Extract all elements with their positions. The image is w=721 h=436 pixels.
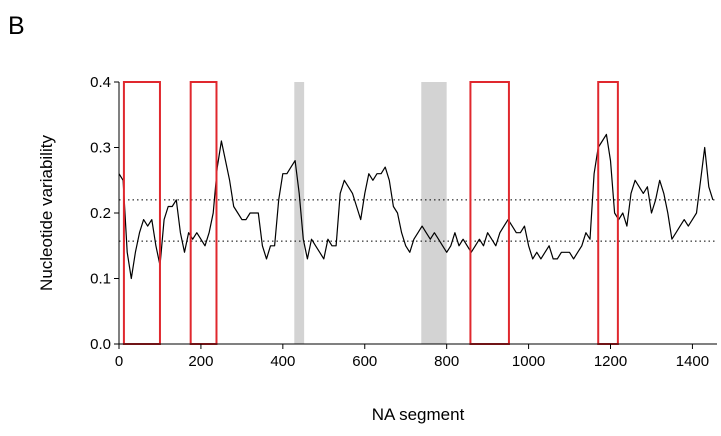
series-lines xyxy=(118,133,714,280)
y-tick-label: 0.2 xyxy=(90,205,111,222)
y-tick-label: 0.4 xyxy=(90,74,111,91)
y-tick-label: 0.1 xyxy=(90,271,111,288)
x-tick-label: 0 xyxy=(115,353,123,370)
x-tick-label: 1000 xyxy=(512,353,545,370)
red-highlight-box xyxy=(122,81,161,345)
reference-lines xyxy=(119,199,717,242)
x-ticks: 0 200 400 600 800 1000 1200 1400 xyxy=(115,344,709,370)
red-highlight-boxes xyxy=(122,81,619,345)
gray-bands xyxy=(294,82,447,344)
x-tick-label: 1400 xyxy=(676,353,709,370)
y-tick-label: 0.0 xyxy=(90,336,111,353)
series-line xyxy=(118,133,714,280)
y-axis-label: Nucleotide variability xyxy=(37,135,56,291)
x-tick-label: 800 xyxy=(434,353,459,370)
x-tick-label: 1200 xyxy=(594,353,627,370)
x-axis-label: NA segment xyxy=(372,405,465,424)
y-tick-label: 0.3 xyxy=(90,140,111,157)
gray-band xyxy=(421,82,447,344)
axes xyxy=(118,82,717,345)
gray-band xyxy=(294,82,305,344)
x-tick-label: 600 xyxy=(352,353,377,370)
x-tick-label: 400 xyxy=(270,353,295,370)
panel-label: B xyxy=(8,12,25,40)
red-highlight-box xyxy=(469,81,510,345)
x-tick-label: 200 xyxy=(188,353,213,370)
y-ticks: 0.0 0.1 0.2 0.3 0.4 xyxy=(90,74,119,353)
